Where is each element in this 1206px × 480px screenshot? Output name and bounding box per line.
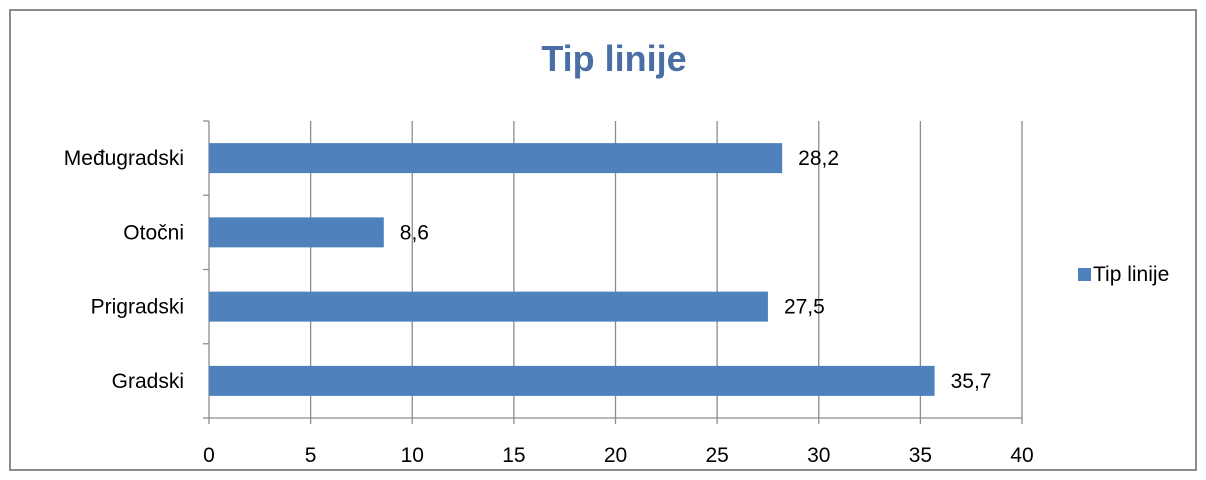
bars — [209, 143, 935, 396]
x-tick-label: 35 — [909, 444, 932, 467]
x-tick-label: 20 — [604, 444, 627, 467]
legend: Tip linije — [1078, 263, 1169, 286]
x-tick-label: 25 — [705, 444, 728, 467]
chart-title: Tip linije — [541, 38, 686, 79]
data-label: 28,2 — [798, 147, 839, 170]
data-label: 35,7 — [951, 370, 992, 393]
bar-prigradski — [209, 291, 768, 322]
bar-otočni — [209, 217, 384, 248]
category-label: Prigradski — [91, 296, 184, 319]
legend-swatch — [1078, 268, 1091, 281]
labels: 0 5 10 15 20 25 30 35 40 Gradski 35,7 Prigradski 27,… — [64, 147, 1034, 467]
bar-međugradski — [209, 143, 783, 174]
x-tick-label: 5 — [305, 444, 317, 467]
data-label: 27,5 — [784, 296, 825, 319]
legend-label: Tip linije — [1093, 263, 1169, 286]
data-label: 8,6 — [400, 221, 429, 244]
category-label: Međugradski — [64, 147, 184, 170]
x-tick-label: 0 — [203, 444, 215, 467]
category-label: Gradski — [112, 370, 184, 393]
x-tick-label: 15 — [502, 444, 525, 467]
x-tick-label: 10 — [401, 444, 424, 467]
x-tick-label: 30 — [807, 444, 830, 467]
x-tick-label: 40 — [1010, 444, 1033, 467]
category-label: Otočni — [123, 221, 184, 244]
bar-gradski — [209, 365, 935, 396]
